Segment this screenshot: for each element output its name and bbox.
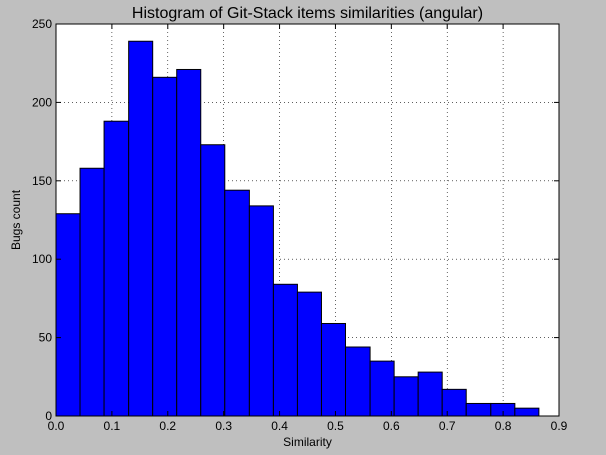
x-tick-label: 0.0 [48,419,65,433]
x-tick-label: 0.9 [551,419,568,433]
histogram-bar [345,346,371,417]
x-tick-label: 0.5 [327,419,344,433]
x-axis-label: Similarity [283,435,332,449]
y-axis-label: Bugs count [9,189,23,250]
histogram-bar [152,76,178,417]
bars [55,40,540,417]
histogram-bar [393,376,419,417]
histogram-bar [200,144,226,417]
histogram-bar [224,189,250,417]
histogram-bar [465,402,492,417]
histogram-bar [176,68,202,417]
x-tick-label: 0.8 [495,419,512,433]
histogram-bar [248,205,274,417]
histogram-bar [79,167,105,417]
histogram-bar [55,213,81,417]
x-tick-label: 0.3 [215,419,232,433]
histogram-bar [272,283,298,417]
y-tick-label: 150 [32,174,52,188]
histogram-bar [128,40,154,417]
y-tick-label: 0 [45,409,52,423]
y-tick-label: 100 [32,252,52,266]
histogram-bar [103,120,130,417]
histogram-bar [417,371,443,417]
chart-title: Histogram of Git-Stack items similaritie… [132,5,483,22]
histogram-bar [320,322,347,417]
histogram-bar [514,407,540,417]
histogram-bar [441,388,467,417]
x-tick-label: 0.7 [439,419,456,433]
x-tick-label: 0.1 [104,419,121,433]
axis-ticks: 0.0 0.1 0.2 0.3 0.4 0.5 0.6 0.7 0.8 0.9 0 50 100 150 2… [32,17,568,433]
y-tick-label: 50 [39,331,53,345]
histogram-bar [296,291,322,417]
x-tick-label: 0.2 [159,419,176,433]
plot-frame [55,23,560,417]
x-tick-label: 0.6 [383,419,400,433]
y-tick-label: 250 [32,17,52,31]
x-tick-label: 0.4 [271,419,288,433]
y-tick-label: 200 [32,95,52,109]
histogram-bar [369,360,395,417]
